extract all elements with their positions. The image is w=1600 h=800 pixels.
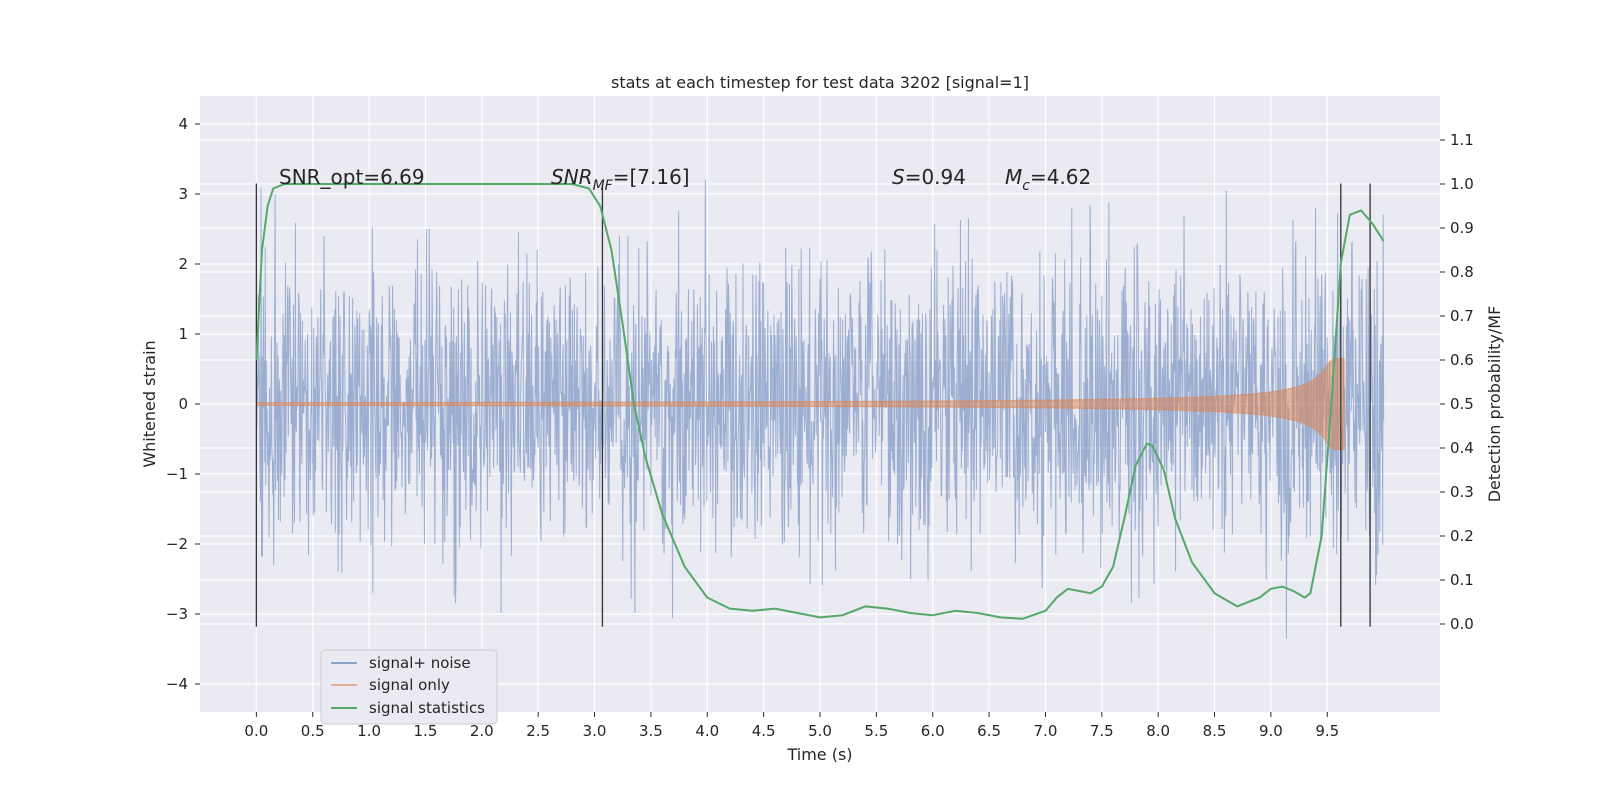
vertical-markers (255, 183, 1371, 627)
mc-val: =4.62 (1030, 165, 1091, 189)
y-tick-label: 0 (178, 395, 188, 413)
snr-mf-val: =[7.16] (613, 165, 690, 189)
y2-tick-label: 0.7 (1450, 307, 1474, 325)
x-tick-label: 3.0 (583, 722, 607, 740)
annotation-snr-mf: SNRMF=[7.16] (551, 165, 690, 194)
y-tick-label: 2 (178, 255, 188, 273)
x-tick-label: 6.0 (921, 722, 945, 740)
x-tick-label: 8.5 (1203, 722, 1227, 740)
ticks: 0.0 0.5 1.0 1.5 2.0 2.5 3.0 3.5 4.0 4.5 5.0 5.5 6.0 6… (166, 115, 1474, 740)
s-label: S (892, 165, 905, 189)
legend-box (320, 649, 498, 725)
legend: signal+ noise signal only signal statist… (320, 649, 498, 725)
signal-statistics-line (255, 183, 1385, 620)
series-signal-only (255, 358, 1345, 450)
chart-title: stats at each timestep for test data 320… (611, 73, 1029, 92)
y2-axis-label: Detection probability/MF (1485, 306, 1504, 503)
y2-tick-label: 0.2 (1450, 527, 1474, 545)
y-tick-label: −1 (166, 465, 188, 483)
y-axis-label: Whitened strain (140, 340, 159, 467)
y-tick-label: 3 (178, 185, 188, 203)
x-tick-label: 6.5 (977, 722, 1001, 740)
x-tick-label: 1.5 (414, 722, 438, 740)
y2-tick-label: 0.6 (1450, 351, 1474, 369)
x-tick-label: 8.0 (1146, 722, 1170, 740)
series-signal-plus-noise (255, 179, 1385, 639)
mc-sub: c (1022, 178, 1030, 194)
x-tick-label: 0.0 (244, 722, 268, 740)
y2-tick-label: 0.5 (1450, 395, 1474, 413)
y2-tick-label: 1.1 (1450, 131, 1474, 149)
y2-tick-label: 0.0 (1450, 615, 1474, 633)
y-tick-label: −4 (166, 675, 188, 693)
y2-tick-label: 0.1 (1450, 571, 1474, 589)
legend-label-stats: signal statistics (369, 699, 485, 717)
x-tick-label: 9.0 (1259, 722, 1283, 740)
x-axis-label: Time (s) (786, 745, 852, 764)
y-tick-label: 1 (178, 325, 188, 343)
x-tick-label: 3.5 (639, 722, 663, 740)
annotation-s: S=0.94 (892, 165, 966, 189)
x-tick-label: 1.0 (357, 722, 381, 740)
y2-tick-label: 0.8 (1450, 263, 1474, 281)
y-tick-label: 4 (178, 115, 188, 133)
y2-tick-label: 0.4 (1450, 439, 1474, 457)
legend-label-noise: signal+ noise (369, 654, 471, 672)
snr-mf-sub: MF (593, 178, 614, 194)
y2-tick-label: 1.0 (1450, 175, 1474, 193)
x-tick-label: 2.5 (526, 722, 550, 740)
legend-label-signal: signal only (369, 676, 450, 694)
annotation-snr-opt: SNR_opt=6.69 (279, 165, 425, 189)
x-tick-label: 5.0 (808, 722, 832, 740)
x-tick-label: 4.5 (752, 722, 776, 740)
x-tick-label: 0.5 (301, 722, 325, 740)
y2-tick-label: 0.3 (1450, 483, 1474, 501)
annotation-mc: Mc=4.62 (1005, 165, 1091, 194)
x-tick-label: 2.0 (470, 722, 494, 740)
y-tick-label: −2 (166, 535, 188, 553)
y2-tick-label: 0.9 (1450, 219, 1474, 237)
series-signal-statistics (255, 183, 1385, 620)
x-tick-label: 7.5 (1090, 722, 1114, 740)
y-tick-label: −3 (166, 605, 188, 623)
x-tick-label: 5.5 (864, 722, 888, 740)
mc-base: M (1005, 165, 1022, 189)
signal-only-envelope (255, 358, 1345, 450)
signal-plus-noise-line (255, 179, 1385, 639)
snr-mf-base: SNR (551, 165, 593, 189)
x-tick-label: 4.0 (695, 722, 719, 740)
x-tick-label: 7.0 (1034, 722, 1058, 740)
x-tick-label: 9.5 (1315, 722, 1339, 740)
s-val: =0.94 (905, 165, 966, 189)
